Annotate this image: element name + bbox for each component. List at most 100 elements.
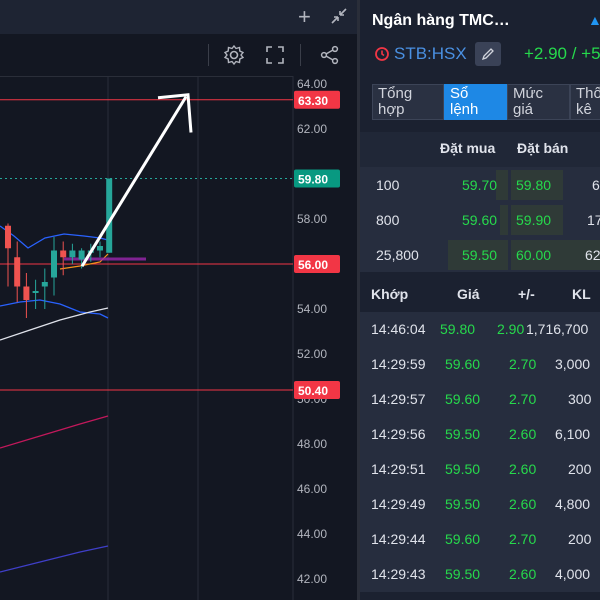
chart-panel[interactable]: + 64.0062.0058.0056.0054.0052.0050.0048.… [0, 0, 357, 600]
long-moving-average-line [0, 415, 109, 449]
long-term-average-line [0, 545, 109, 573]
quote-panel: Ngân hàng TMC… ▲ STB:HSX +2.90 / +5 Tổng… [360, 0, 600, 600]
toolbar-separator [208, 44, 209, 66]
trade-price: 59.50 [445, 426, 481, 442]
add-icon[interactable]: + [298, 4, 311, 29]
trade-time: 14:29:43 [371, 566, 426, 582]
order-book-row: 100 59.70 59.80 6 [360, 167, 600, 202]
candle-body [69, 250, 76, 258]
bid-volume: 800 [376, 212, 400, 228]
bid-depth-bar [500, 205, 508, 235]
candle-body [97, 246, 103, 251]
volume-header: KL [572, 286, 591, 302]
trade-row: 14:29:49 59.50 2.60 4,800 [360, 487, 600, 522]
alert-clock-icon[interactable] [374, 46, 390, 65]
ask-depth-bar [511, 205, 563, 235]
trade-volume: 200 [568, 531, 592, 547]
bid-price: 59.50 [462, 247, 498, 263]
tab-statistics[interactable]: Thố kê [570, 84, 600, 120]
bid-depth-bar [448, 240, 508, 270]
trade-time: 14:46:04 [371, 321, 426, 337]
share-icon[interactable] [320, 45, 340, 69]
chart-topbar: + [0, 0, 357, 34]
trade-change: 2.70 [509, 531, 537, 547]
trend-arrow-head [157, 93, 193, 133]
change-header: +/- [518, 286, 535, 302]
trade-price: 59.50 [445, 566, 481, 582]
price-tag-label: 56.00 [298, 258, 328, 272]
trade-time: 14:29:51 [371, 461, 426, 477]
edit-button[interactable] [475, 42, 501, 66]
trade-time: 14:29:49 [371, 496, 426, 512]
ask-volume: 62 [585, 247, 600, 263]
expand-icon[interactable]: ▲ [588, 12, 600, 28]
bid-depth-bar [496, 170, 508, 200]
tab-summary[interactable]: Tổng hợp [372, 84, 444, 120]
candle-body [32, 291, 39, 293]
ticker-symbol[interactable]: STB:HSX [394, 44, 467, 63]
tab-order-book[interactable]: Sổ lệnh [444, 84, 507, 120]
trade-time: 14:29:56 [371, 426, 426, 442]
order-book-header-row: Đặt mua Đặt bán [360, 132, 600, 167]
candle-body [106, 178, 113, 253]
trade-change: 2.70 [509, 356, 537, 372]
price-chart[interactable]: 64.0062.0058.0056.0054.0052.0050.0048.00… [0, 76, 357, 600]
toolbar-separator [300, 44, 301, 66]
order-book-row: 800 59.60 59.90 17 [360, 202, 600, 237]
trade-volume: 6,100 [555, 426, 591, 442]
trade-volume: 300 [568, 391, 592, 407]
price-tick-label: 44.00 [297, 527, 327, 541]
trade-volume: 1,716,700 [526, 321, 589, 337]
fullscreen-icon[interactable] [265, 45, 285, 69]
tab-price-level[interactable]: Mức giá [507, 84, 570, 120]
trade-row: 14:29:44 59.60 2.70 200 [360, 522, 600, 557]
pencil-icon [481, 48, 495, 64]
trade-volume: 4,000 [555, 566, 591, 582]
chart-toolbar [0, 34, 357, 77]
price-tag-box [294, 90, 340, 109]
bid-price: 59.60 [462, 212, 498, 228]
price-tag-box [294, 169, 340, 188]
settings-gear-icon[interactable] [223, 44, 245, 70]
trade-volume: 200 [568, 461, 592, 477]
bid-price: 59.70 [462, 177, 498, 193]
ask-price: 59.80 [516, 177, 552, 193]
trade-change: 2.90 [497, 321, 525, 337]
trade-change: 2.60 [509, 566, 537, 582]
price-tick-label: 54.00 [297, 302, 327, 316]
trade-volume: 3,000 [555, 356, 591, 372]
trade-time: 14:29:57 [371, 391, 426, 407]
panel-divider[interactable] [357, 0, 360, 600]
candle-body [60, 250, 67, 258]
trade-change: 2.60 [509, 426, 537, 442]
candle-body [78, 250, 85, 260]
price-axis [293, 76, 357, 600]
price-tag-label: 63.30 [298, 94, 328, 108]
trade-price: 59.50 [445, 461, 481, 477]
stock-name: Ngân hàng TMC… [372, 12, 510, 29]
trade-row: 14:29:56 59.50 2.60 6,100 [360, 417, 600, 452]
trade-price: 59.60 [445, 391, 481, 407]
collapse-icon[interactable] [329, 6, 349, 30]
price-tick-label: 46.00 [297, 482, 327, 496]
trade-row: 14:29:57 59.60 2.70 300 [360, 382, 600, 417]
trade-row: 14:29:59 59.60 2.70 3,000 [360, 347, 600, 382]
trade-row: 14:29:43 59.50 2.60 4,000 [360, 557, 600, 592]
candle-body [14, 257, 21, 287]
price-change: +2.90 / +5 [524, 44, 600, 63]
price-tag-box [294, 255, 340, 273]
trade-change: 2.60 [509, 496, 537, 512]
ask-price: 60.00 [516, 247, 552, 263]
ask-depth-bar [511, 170, 563, 200]
ask-volume: 6 [592, 177, 600, 193]
order-book-row: 25,800 59.50 60.00 62 [360, 237, 600, 272]
trade-row: 14:29:51 59.50 2.60 200 [360, 452, 600, 487]
price-tick-label: 62.00 [297, 122, 327, 136]
price-tick-label: 42.00 [297, 572, 327, 586]
trade-row: 14:46:04 59.80 2.90 1,716,700 [360, 312, 600, 347]
candle-body [41, 282, 48, 287]
bid-volume: 100 [376, 177, 400, 193]
trade-time: 14:29:44 [371, 531, 426, 547]
ask-header: Đặt bán [517, 140, 569, 156]
trade-header-row: Khớp Giá +/- KL [360, 277, 600, 312]
